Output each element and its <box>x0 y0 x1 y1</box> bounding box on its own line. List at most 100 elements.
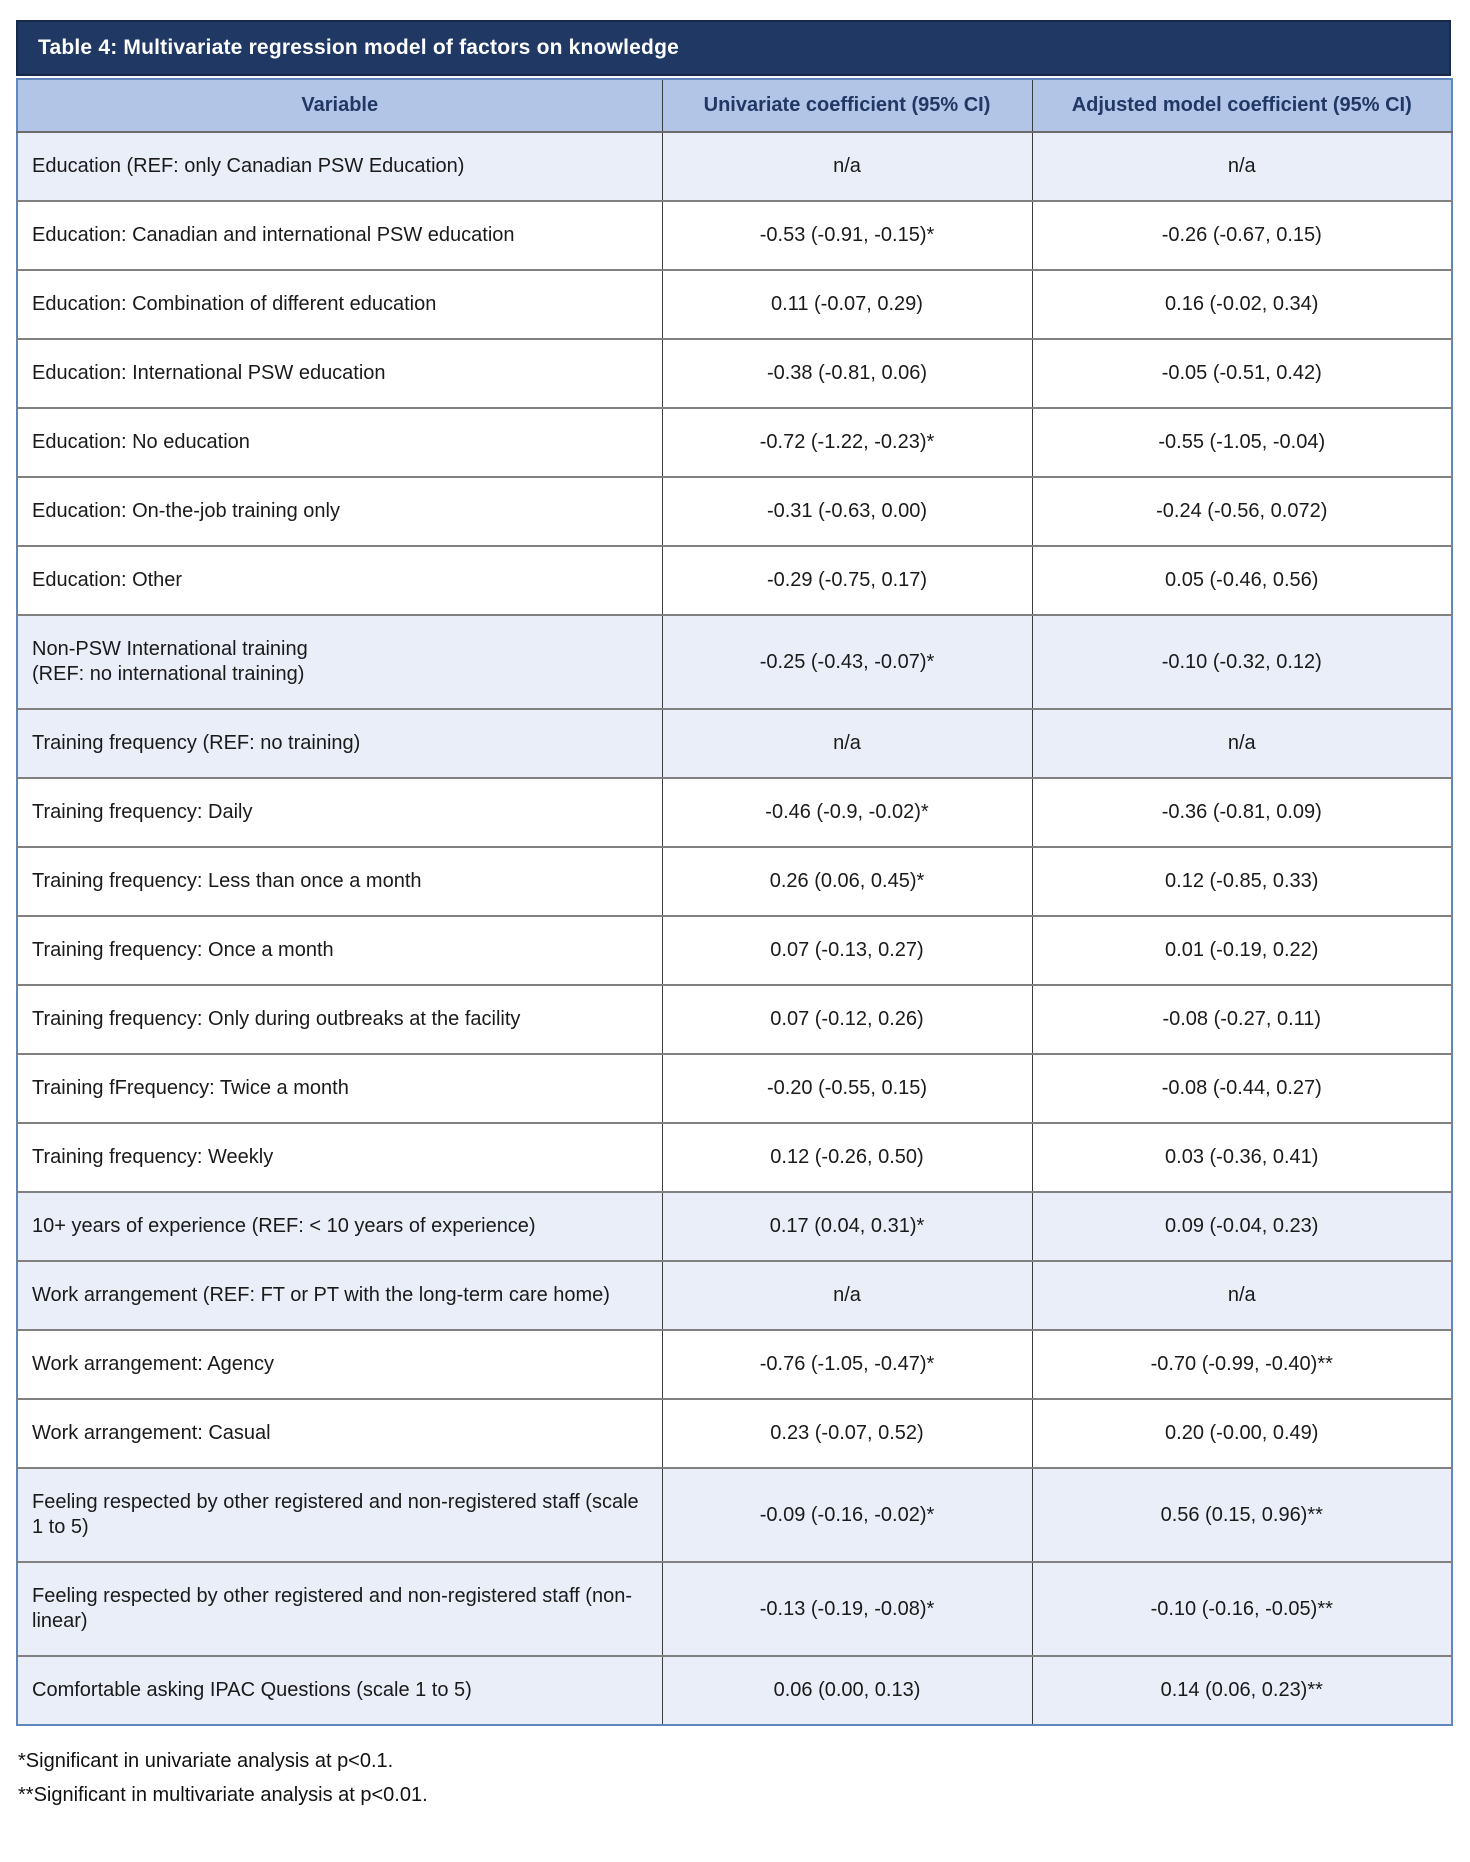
univariate-cell: -0.76 (-1.05, -0.47)* <box>661 1329 1032 1399</box>
univariate-cell: n/a <box>661 708 1032 778</box>
table-header: Variable Univariate coefficient (95% CI)… <box>17 79 1452 133</box>
table-row: Work arrangement: Casual 0.23 (-0.07, 0.5… <box>17 1398 1452 1468</box>
variable-cell: Training frequency (REF: no training) <box>17 708 662 778</box>
adjusted-cell: n/a <box>1031 1260 1452 1330</box>
univariate-cell: -0.31 (-0.63, 0.00) <box>661 476 1032 546</box>
adjusted-cell: -0.26 (-0.67, 0.15) <box>1031 200 1452 270</box>
adjusted-cell: 0.16 (-0.02, 0.34) <box>1031 269 1452 339</box>
univariate-cell: n/a <box>661 1260 1032 1330</box>
univariate-cell: -0.38 (-0.81, 0.06) <box>661 338 1032 408</box>
adjusted-cell: -0.10 (-0.32, 0.12) <box>1031 614 1452 709</box>
column-header-univariate: Univariate coefficient (95% CI) <box>661 79 1032 133</box>
univariate-cell: -0.25 (-0.43, -0.07)* <box>661 614 1032 709</box>
table-row: Education: Combination of different educ… <box>17 269 1452 339</box>
adjusted-cell: -0.10 (-0.16, -0.05)** <box>1031 1561 1452 1656</box>
table-row: Feeling respected by other registered an… <box>17 1467 1452 1562</box>
variable-cell: Comfortable asking IPAC Questions (scale… <box>17 1655 662 1725</box>
footnote-multivariate: **Significant in multivariate analysis a… <box>18 1784 428 1806</box>
footnote-univariate: *Significant in univariate analysis at p… <box>18 1750 394 1772</box>
table-row: Training frequency: Less than once a mon… <box>17 846 1452 916</box>
univariate-cell: n/a <box>661 132 1032 201</box>
variable-cell: Education: Combination of different educ… <box>17 269 662 339</box>
univariate-cell: 0.23 (-0.07, 0.52) <box>661 1398 1032 1468</box>
header-row: Variable Univariate coefficient (95% CI)… <box>17 79 1452 133</box>
variable-cell: Training frequency: Once a month <box>17 915 662 985</box>
variable-cell: Education (REF: only Canadian PSW Educat… <box>17 132 662 201</box>
variable-cell: 10+ years of experience (REF: < 10 years… <box>17 1191 662 1261</box>
adjusted-cell: 0.14 (0.06, 0.23)** <box>1031 1655 1452 1725</box>
regression-table: Table 4: Multivariate regression model o… <box>16 20 1453 1726</box>
adjusted-cell: -0.24 (-0.56, 0.072) <box>1031 476 1452 546</box>
adjusted-cell: 0.20 (-0.00, 0.49) <box>1031 1398 1452 1468</box>
table-row: Education: Other -0.29 (-0.75, 0.17) 0.05 … <box>17 545 1452 615</box>
table-row: Training frequency: Only during outbreak… <box>17 984 1452 1054</box>
adjusted-cell: -0.36 (-0.81, 0.09) <box>1031 777 1452 847</box>
adjusted-cell: 0.01 (-0.19, 0.22) <box>1031 915 1452 985</box>
table-title: Table 4: Multivariate regression model o… <box>16 20 1451 76</box>
univariate-cell: 0.11 (-0.07, 0.29) <box>661 269 1032 339</box>
univariate-cell: -0.20 (-0.55, 0.15) <box>661 1053 1032 1123</box>
univariate-cell: -0.29 (-0.75, 0.17) <box>661 545 1032 615</box>
table-row: Training frequency: Weekly 0.12 (-0.26, 0… <box>17 1122 1452 1192</box>
table-body: Education (REF: only Canadian PSW Educat… <box>17 132 1452 1725</box>
adjusted-cell: 0.03 (-0.36, 0.41) <box>1031 1122 1452 1192</box>
adjusted-cell: n/a <box>1031 132 1452 201</box>
table-row: Work arrangement (REF: FT or PT with the… <box>17 1260 1452 1330</box>
variable-cell: Education: International PSW education <box>17 338 662 408</box>
variable-cell: Training fFrequency: Twice a month <box>17 1053 662 1123</box>
univariate-cell: 0.06 (0.00, 0.13) <box>661 1655 1032 1725</box>
univariate-cell: -0.09 (-0.16, -0.02)* <box>661 1467 1032 1562</box>
univariate-cell: -0.72 (-1.22, -0.23)* <box>661 407 1032 477</box>
adjusted-cell: -0.05 (-0.51, 0.42) <box>1031 338 1452 408</box>
univariate-cell: -0.13 (-0.19, -0.08)* <box>661 1561 1032 1656</box>
adjusted-cell: n/a <box>1031 708 1452 778</box>
univariate-cell: 0.12 (-0.26, 0.50) <box>661 1122 1032 1192</box>
adjusted-cell: 0.09 (-0.04, 0.23) <box>1031 1191 1452 1261</box>
table-row: Education: No education -0.72 (-1.22, -0.… <box>17 407 1452 477</box>
column-header-adjusted: Adjusted model coefficient (95% CI) <box>1031 79 1452 133</box>
table-row: Education: International PSW education -0… <box>17 338 1452 408</box>
variable-cell: Work arrangement (REF: FT or PT with the… <box>17 1260 662 1330</box>
variable-cell: Work arrangement: Casual <box>17 1398 662 1468</box>
adjusted-cell: -0.70 (-0.99, -0.40)** <box>1031 1329 1452 1399</box>
table-row: Education: On-the-job training only -0.31… <box>17 476 1452 546</box>
table-row: Education (REF: only Canadian PSW Educat… <box>17 132 1452 201</box>
variable-cell: Training frequency: Weekly <box>17 1122 662 1192</box>
variable-cell: Work arrangement: Agency <box>17 1329 662 1399</box>
variable-cell: Training frequency: Daily <box>17 777 662 847</box>
variable-cell: Feeling respected by other registered an… <box>17 1467 662 1562</box>
column-header-variable: Variable <box>17 79 662 133</box>
table-row: Training frequency: Once a month 0.07 (-0… <box>17 915 1452 985</box>
table-row: Training frequency (REF: no training) n/a… <box>17 708 1452 778</box>
adjusted-cell: 0.12 (-0.85, 0.33) <box>1031 846 1452 916</box>
table-grid: Variable Univariate coefficient (95% CI)… <box>16 78 1453 1726</box>
univariate-cell: 0.07 (-0.13, 0.27) <box>661 915 1032 985</box>
variable-cell: Feeling respected by other registered an… <box>17 1561 662 1656</box>
variable-cell: Education: No education <box>17 407 662 477</box>
univariate-cell: -0.53 (-0.91, -0.15)* <box>661 200 1032 270</box>
table-row: Work arrangement: Agency -0.76 (-1.05, -0… <box>17 1329 1452 1399</box>
adjusted-cell: -0.55 (-1.05, -0.04) <box>1031 407 1452 477</box>
adjusted-cell: -0.08 (-0.27, 0.11) <box>1031 984 1452 1054</box>
table-row: Non-PSW International training (REF: no … <box>17 614 1452 709</box>
table-row: Education: Canadian and international PS… <box>17 200 1452 270</box>
adjusted-cell: 0.05 (-0.46, 0.56) <box>1031 545 1452 615</box>
univariate-cell: 0.07 (-0.12, 0.26) <box>661 984 1032 1054</box>
adjusted-cell: -0.08 (-0.44, 0.27) <box>1031 1053 1452 1123</box>
variable-cell: Training frequency: Only during outbreak… <box>17 984 662 1054</box>
variable-cell: Education: On-the-job training only <box>17 476 662 546</box>
table-row: 10+ years of experience (REF: < 10 years… <box>17 1191 1452 1261</box>
variable-cell: Education: Other <box>17 545 662 615</box>
table-row: Comfortable asking IPAC Questions (scale… <box>17 1655 1452 1725</box>
adjusted-cell: 0.56 (0.15, 0.96)** <box>1031 1467 1452 1562</box>
variable-cell: Education: Canadian and international PS… <box>17 200 662 270</box>
table-row: Training frequency: Daily -0.46 (-0.9, -0… <box>17 777 1452 847</box>
variable-cell: Training frequency: Less than once a mon… <box>17 846 662 916</box>
footnotes: *Significant in univariate analysis at p… <box>16 1744 1451 1812</box>
table-row: Feeling respected by other registered an… <box>17 1561 1452 1656</box>
univariate-cell: 0.26 (0.06, 0.45)* <box>661 846 1032 916</box>
variable-cell: Non-PSW International training (REF: no … <box>17 614 662 709</box>
univariate-cell: 0.17 (0.04, 0.31)* <box>661 1191 1032 1261</box>
univariate-cell: -0.46 (-0.9, -0.02)* <box>661 777 1032 847</box>
